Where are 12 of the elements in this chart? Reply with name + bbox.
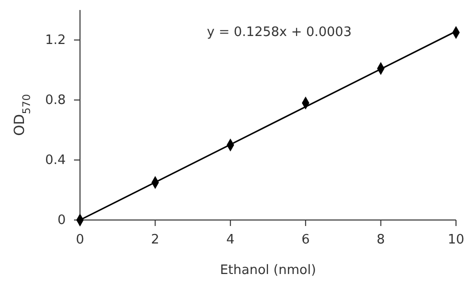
x-tick-label: 8	[376, 232, 385, 248]
x-tick-label: 6	[301, 232, 310, 248]
y-tick-label: 1.2	[45, 33, 66, 48]
y-tick-label: 0.4	[45, 153, 66, 168]
x-axis-title: Ethanol (nmol)	[220, 263, 316, 278]
x-tick-label: 4	[226, 232, 235, 248]
x-tick-label: 0	[76, 232, 84, 248]
y-tick-label: 0	[58, 213, 66, 228]
x-tick-label: 10	[448, 232, 464, 248]
x-tick-label: 2	[151, 232, 160, 248]
annotation: y = 0.1258x + 0.0003	[206, 25, 352, 40]
y-tick-label: 0.8	[45, 93, 66, 108]
